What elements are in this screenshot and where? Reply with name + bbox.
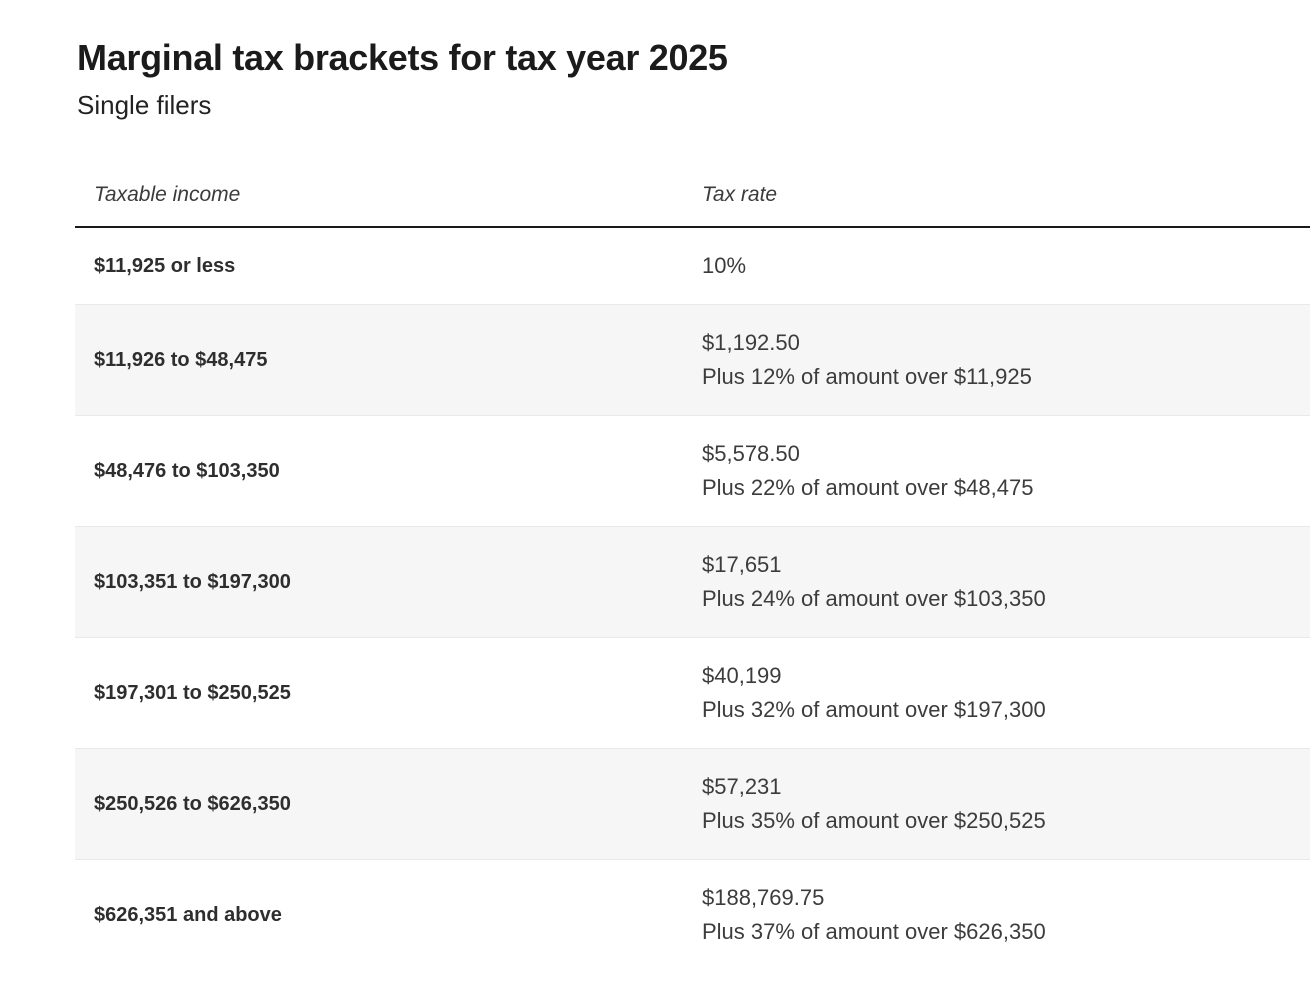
table-body: $11,925 or less 10% $11,926 to $48,475 $… xyxy=(75,227,1310,970)
tax-rate-detail: Plus 32% of amount over $197,300 xyxy=(702,696,1046,722)
table-row: $626,351 and above $188,769.75 Plus 37% … xyxy=(75,859,1310,970)
page-title: Marginal tax brackets for tax year 2025 xyxy=(77,37,728,78)
taxable-income-cell: $250,526 to $626,350 xyxy=(94,792,291,815)
table-row: $250,526 to $626,350 $57,231 Plus 35% of… xyxy=(75,748,1310,860)
table-row: $48,476 to $103,350 $5,578.50 Plus 22% o… xyxy=(75,415,1310,526)
table-row: $197,301 to $250,525 $40,199 Plus 32% of… xyxy=(75,637,1310,748)
table-row: $103,351 to $197,300 $17,651 Plus 24% of… xyxy=(75,526,1310,638)
tax-rate-detail: Plus 24% of amount over $103,350 xyxy=(702,585,1046,611)
column-header-tax-rate: Tax rate xyxy=(683,182,1310,228)
page-subtitle: Single filers xyxy=(77,89,212,120)
table-header-row: Taxable income Tax rate xyxy=(75,182,1310,228)
tax-rate-amount: $188,769.75 xyxy=(702,884,825,910)
tax-rate-detail: Plus 12% of amount over $11,925 xyxy=(702,363,1032,389)
tax-rate-cell: $5,578.50 Plus 22% of amount over $48,47… xyxy=(683,415,1310,526)
tax-rate-amount: $1,192.50 xyxy=(702,329,800,355)
tax-rate-cell: 10% xyxy=(683,227,1310,305)
tax-rate-amount: $57,231 xyxy=(702,773,782,799)
taxable-income-cell: $626,351 and above xyxy=(94,903,282,926)
table-row: $11,926 to $48,475 $1,192.50 Plus 12% of… xyxy=(75,304,1310,416)
tax-rate-cell: $57,231 Plus 35% of amount over $250,525 xyxy=(683,748,1310,859)
tax-rate-cell: $40,199 Plus 32% of amount over $197,300 xyxy=(683,637,1310,748)
taxable-income-cell: $48,476 to $103,350 xyxy=(94,459,280,482)
table-header: Taxable income Tax rate xyxy=(75,182,1310,228)
taxable-income-cell: $197,301 to $250,525 xyxy=(94,681,291,704)
tax-rate-detail: Plus 37% of amount over $626,350 xyxy=(702,918,1046,944)
tax-rate-detail: Plus 22% of amount over $48,475 xyxy=(702,474,1034,500)
taxable-income-cell: $103,351 to $197,300 xyxy=(94,570,291,593)
tax-rate-cell: $17,651 Plus 24% of amount over $103,350 xyxy=(683,526,1310,637)
tax-rate-cell: $1,192.50 Plus 12% of amount over $11,92… xyxy=(683,304,1310,415)
tax-brackets-table: Taxable income Tax rate $11,925 or less … xyxy=(75,182,1310,970)
column-header-taxable-income: Taxable income xyxy=(75,182,683,228)
heading-block: Marginal tax brackets for tax year 2025 … xyxy=(0,0,1310,121)
taxable-income-cell: $11,926 to $48,475 xyxy=(94,348,268,371)
taxable-income-cell: $11,925 or less xyxy=(94,254,236,277)
tax-rate-amount: $5,578.50 xyxy=(702,440,800,466)
tax-rate-detail: Plus 35% of amount over $250,525 xyxy=(702,807,1046,833)
tax-rate-amount: $40,199 xyxy=(702,662,782,688)
table-row: $11,925 or less 10% xyxy=(75,227,1310,305)
tax-rate-amount: $17,651 xyxy=(702,551,782,577)
tax-rate-cell: $188,769.75 Plus 37% of amount over $626… xyxy=(683,859,1310,970)
tax-rate-amount: 10% xyxy=(702,252,747,278)
tax-brackets-table-wrap: Taxable income Tax rate $11,925 or less … xyxy=(75,182,1310,970)
